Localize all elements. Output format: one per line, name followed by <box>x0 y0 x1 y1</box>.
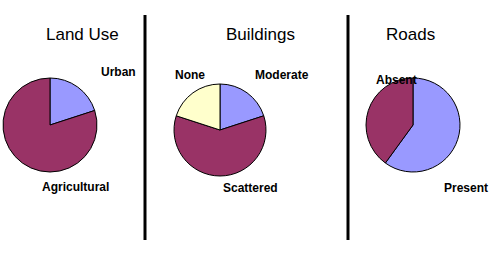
svg-text:Absent: Absent <box>376 73 417 87</box>
svg-text:Present: Present <box>444 181 488 195</box>
svg-text:Roads: Roads <box>386 25 435 44</box>
svg-text:Buildings: Buildings <box>226 25 295 44</box>
svg-text:Moderate: Moderate <box>255 68 309 82</box>
svg-text:None: None <box>175 68 205 82</box>
svg-text:Land Use: Land Use <box>46 25 119 44</box>
svg-text:Agricultural: Agricultural <box>42 180 109 194</box>
svg-text:Scattered: Scattered <box>223 181 278 195</box>
svg-text:Urban: Urban <box>101 65 136 79</box>
